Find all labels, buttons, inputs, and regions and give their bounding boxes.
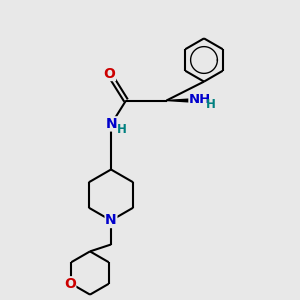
Polygon shape <box>167 99 194 102</box>
Text: O: O <box>64 277 76 291</box>
Text: N: N <box>105 214 117 227</box>
Text: O: O <box>103 67 116 80</box>
Text: H: H <box>117 123 126 136</box>
Text: N: N <box>106 117 117 131</box>
Text: H: H <box>206 98 216 111</box>
Text: NH: NH <box>189 93 211 106</box>
